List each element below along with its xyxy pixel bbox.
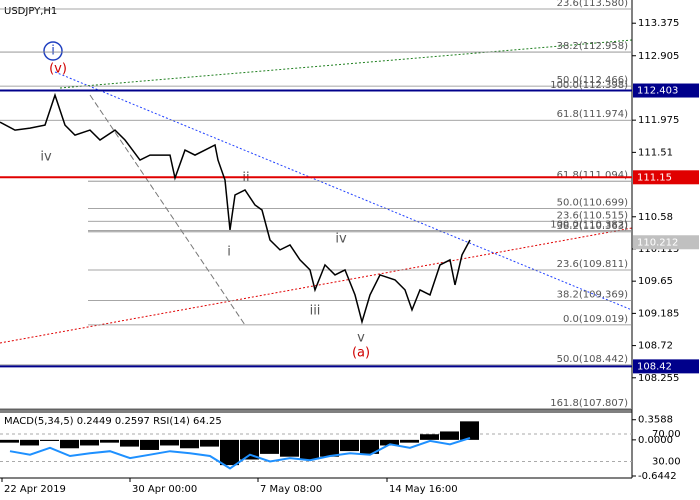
trend-line	[89, 94, 246, 326]
macd-bar	[420, 434, 439, 440]
y-tick-label: 110.58	[638, 212, 673, 223]
macd-bar	[80, 439, 99, 446]
fib-label: 23.6(110.515)	[557, 210, 629, 221]
fib-label: 50.0(112.466)	[557, 75, 629, 86]
fib-label: 0.0(109.019)	[563, 314, 628, 325]
price-tag	[633, 170, 699, 185]
y-tick-label: 111.975	[638, 115, 679, 126]
macd-bar	[180, 439, 199, 449]
y-tick-label: 110.115	[638, 244, 679, 255]
macd-bar	[320, 439, 339, 457]
price-tag	[633, 359, 699, 374]
rsi-line	[9, 437, 471, 470]
y2-tick-label: 30.00	[652, 457, 681, 468]
fib-label: 61.8(111.094)	[557, 170, 629, 181]
y-tick-label: 108.72	[638, 341, 673, 352]
y-tick-label: 113.375	[638, 18, 679, 29]
macd-bar	[0, 439, 19, 443]
macd-bar	[60, 439, 79, 449]
fib-label: 38.2(112.958)	[557, 41, 629, 52]
fib-label: 61.8(111.974)	[557, 109, 629, 120]
y-tick-label: 108.255	[638, 373, 679, 384]
macd-bar	[300, 439, 319, 460]
fib-label: 100.0(110.382)	[550, 219, 628, 230]
x-tick-label: 14 May 16:00	[389, 484, 458, 495]
price-tag	[633, 83, 699, 98]
price-tag-label: 112.403	[637, 86, 678, 97]
y-tick-label: 111.51	[638, 147, 673, 158]
fib-label: 50.0(110.699)	[557, 198, 629, 209]
wave-label: iv	[335, 232, 347, 247]
macd-bar	[260, 439, 279, 454]
macd-bar	[120, 439, 139, 447]
macd-bar	[200, 439, 219, 447]
macd-bar	[380, 439, 399, 446]
x-tick-label: 30 Apr 00:00	[132, 484, 197, 495]
x-tick-label: 22 Apr 2019	[4, 484, 66, 495]
macd-bar	[100, 439, 119, 443]
macd-bar	[140, 439, 159, 450]
fib-label: 38.2(110.363)	[557, 221, 629, 232]
price-line	[0, 92, 471, 325]
y-tick-label: 112.905	[638, 51, 679, 62]
chart-title: USDJPY,H1	[4, 6, 57, 17]
x-tick-label: 7 May 08:00	[260, 484, 322, 495]
fib-label: 23.6(113.580)	[557, 0, 629, 9]
y2-tick-label: 70.00	[652, 429, 681, 440]
price-tag-label: 111.15	[637, 172, 672, 183]
macd-bar	[160, 439, 179, 446]
macd-bar	[360, 439, 379, 454]
fib-label: 38.2(109.369)	[557, 290, 629, 301]
fib-label: 50.0(108.442)	[557, 354, 629, 365]
y-tick-label: 109.65	[638, 276, 673, 287]
last-price-tag	[633, 235, 699, 250]
macd-bar	[220, 439, 239, 466]
macd-bar	[400, 439, 419, 443]
last-price-label: 110.212	[637, 237, 678, 248]
price-tag-label: 108.42	[637, 361, 672, 372]
y-tick-label: 0.3588	[638, 415, 673, 426]
wave-circle	[43, 41, 63, 61]
wave-label: iv	[40, 150, 52, 165]
fib-label: 23.6(109.811)	[557, 259, 629, 270]
wave-label: i	[227, 245, 231, 260]
wave-label: (v)	[49, 62, 67, 77]
macd-bar	[280, 439, 299, 457]
y-tick-label: 109.185	[638, 308, 679, 319]
macd-bar	[20, 439, 39, 446]
macd-bar	[40, 439, 59, 441]
macd-bar	[440, 431, 459, 440]
fib-label: 161.8(107.807)	[550, 398, 628, 409]
wave-label: v	[357, 331, 365, 346]
macd-bar	[240, 439, 259, 460]
y-tick-label: -0.6442	[638, 471, 677, 482]
wave-label: i	[51, 44, 55, 59]
macd-bar	[460, 421, 479, 440]
wave-label: (a)	[352, 346, 370, 361]
wave-label: iii	[310, 304, 321, 319]
indicator-title: MACD(5,34,5) 0.2449 0.2597 RSI(14) 64.25	[4, 416, 222, 427]
y-tick-label: 0.0000	[638, 435, 673, 446]
fib-label: 100.0(112.398)	[550, 80, 628, 91]
macd-bar	[340, 439, 359, 452]
